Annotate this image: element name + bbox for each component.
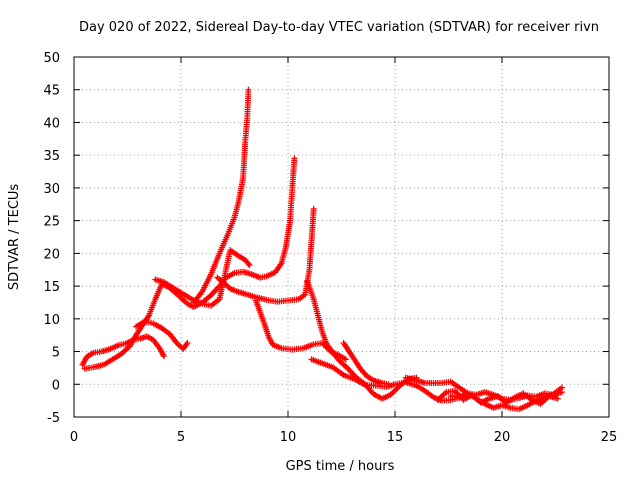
y-tick-label: 20 xyxy=(43,247,60,262)
data-point xyxy=(393,386,400,393)
chart-title: Day 020 of 2022, Sidereal Day-to-day VTE… xyxy=(79,20,599,35)
data-point xyxy=(554,395,561,402)
data-point xyxy=(385,381,392,388)
series-arc-10 xyxy=(340,340,392,388)
data-point xyxy=(160,353,167,360)
series-arc-4 xyxy=(152,247,253,309)
y-tick-label: 30 xyxy=(43,182,60,197)
data-point xyxy=(390,388,397,395)
x-tick-label: 10 xyxy=(280,430,297,445)
data-point xyxy=(310,205,317,212)
data-point xyxy=(342,356,349,363)
y-tick-label: 10 xyxy=(43,313,60,328)
y-tick-label: 45 xyxy=(43,84,60,99)
x-tick-label: 5 xyxy=(177,430,185,445)
y-tick-label: 25 xyxy=(43,215,60,230)
axis-ticks: 0 5 10 15 20 25 -5 0 5 10 15 20 25 30 35 40 45 50 xyxy=(43,51,617,445)
y-tick-label: 15 xyxy=(43,280,60,295)
y-tick-label: 0 xyxy=(52,378,60,393)
y-axis-label: SDTVAR / TECUs xyxy=(7,184,22,291)
data-point xyxy=(246,262,253,269)
series-arc-2 xyxy=(81,155,298,372)
data-point xyxy=(184,340,191,347)
data-point xyxy=(392,387,398,394)
series-arc-9 xyxy=(308,356,463,404)
y-tick-label: 35 xyxy=(43,149,60,164)
data-point xyxy=(245,86,252,93)
series-arc-5 xyxy=(190,86,252,306)
x-tick-label: 0 xyxy=(70,430,78,445)
data-point xyxy=(245,260,252,267)
x-tick-label: 25 xyxy=(601,430,618,445)
x-tick-label: 15 xyxy=(387,430,404,445)
series-arc-13 xyxy=(434,387,561,407)
series-arc-3 xyxy=(133,318,191,352)
y-tick-label: -5 xyxy=(47,411,60,426)
series-arc-6 xyxy=(214,205,317,305)
plot-frame xyxy=(73,56,610,418)
data-points xyxy=(79,86,565,413)
y-tick-label: 5 xyxy=(52,346,60,361)
data-point xyxy=(291,155,298,162)
y-tick-label: 40 xyxy=(43,116,60,131)
data-point xyxy=(558,389,565,396)
x-axis-label: GPS time / hours xyxy=(286,459,395,474)
gridlines xyxy=(74,57,609,417)
x-tick-label: 20 xyxy=(494,430,511,445)
y-tick-label: 50 xyxy=(43,51,60,66)
